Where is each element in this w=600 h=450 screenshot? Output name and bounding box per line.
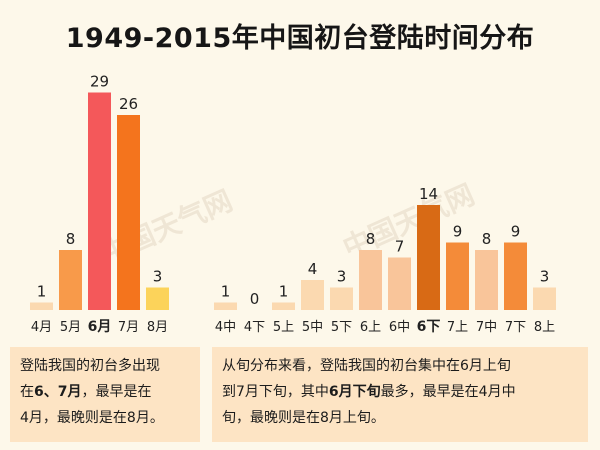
x-tick-label: 6下 — [417, 319, 441, 335]
x-tick-label: 5月 — [60, 320, 81, 335]
x-tick-label: 7中 — [476, 320, 497, 335]
monthly-summary-line2: 在6、7月，最早是在 — [20, 379, 190, 405]
bar-6中 — [388, 257, 411, 310]
x-tick-label: 5中 — [302, 320, 323, 335]
dekad-summary-line2: 到7月下旬，其中6月下旬最多，最早是在4月中 — [222, 379, 578, 405]
dekad-summary-line2-suffix: 最多，最早是在4月中 — [380, 384, 516, 400]
bar-value-label: 1 — [279, 283, 289, 301]
bar-value-label: 3 — [540, 268, 550, 286]
bar-value-label: 0 — [250, 290, 260, 308]
monthly-summary-highlight: 6、7月 — [34, 384, 82, 400]
bar-6月 — [88, 92, 111, 310]
x-tick-label: 8上 — [534, 320, 555, 335]
monthly-summary-panel: 登陆我国的初台多出现 在6、7月，最早是在 4月，最晚则是在8月。 — [10, 347, 200, 442]
monthly-summary-line3: 4月，最晚则是在8月。 — [20, 410, 164, 426]
bar-value-label: 7 — [395, 238, 405, 256]
bar-7中 — [475, 250, 498, 310]
x-tick-label: 6中 — [389, 320, 410, 335]
x-tick-label: 8月 — [147, 320, 168, 335]
dekad-summary-highlight: 6月下旬 — [328, 384, 381, 400]
monthly-summary-line2-prefix: 在 — [20, 384, 34, 400]
bar-4中 — [214, 302, 237, 310]
bar-value-label: 9 — [511, 223, 521, 241]
bar-7下 — [504, 242, 527, 310]
bar-value-label: 29 — [90, 73, 109, 91]
bar-8月 — [146, 287, 169, 310]
dekad-summary-panel: 从旬分布来看，登陆我国的初台集中在6月上旬 到7月下旬，其中6月下旬最多，最早是… — [212, 347, 588, 442]
bar-7月 — [117, 115, 140, 310]
bar-5中 — [301, 280, 324, 310]
x-tick-label: 4下 — [244, 320, 265, 335]
bar-value-label: 1 — [221, 283, 231, 301]
bar-value-label: 26 — [119, 95, 138, 113]
bar-value-label: 8 — [482, 230, 492, 248]
monthly-summary-line1: 登陆我国的初台多出现 — [20, 358, 160, 374]
dekad-summary-line2-prefix: 到7月下旬，其中 — [222, 384, 329, 400]
x-tick-label: 4月 — [31, 320, 52, 335]
bar-6下 — [417, 205, 440, 310]
x-tick-label: 6月 — [88, 319, 112, 335]
bar-8上 — [533, 287, 556, 310]
x-tick-label: 7月 — [118, 320, 139, 335]
bar-value-label: 9 — [453, 223, 463, 241]
x-tick-label: 6上 — [360, 320, 381, 335]
monthly-summary-line2-suffix: ，最早是在 — [81, 384, 152, 400]
x-tick-label: 4中 — [215, 320, 236, 335]
bar-6上 — [359, 250, 382, 310]
chart-title: 1949-2015年中国初台登陆时间分布 — [65, 23, 535, 54]
bar-value-label: 8 — [366, 230, 376, 248]
bar-value-label: 3 — [337, 268, 347, 286]
bar-5上 — [272, 302, 295, 310]
dekad-summary-line3: 旬，最晚则是在8月上旬。 — [222, 410, 385, 426]
bar-charts: 1 4月 8 5月 29 6月 26 7月 3 8月 1 4中 0 4下 1 5上 4 5中 3 5下 8 6上 7 6中 14… — [30, 73, 556, 335]
bar-7上 — [446, 242, 469, 310]
x-tick-label: 7下 — [505, 320, 526, 335]
bar-value-label: 1 — [37, 283, 47, 301]
x-tick-label: 7上 — [447, 320, 468, 335]
bar-5下 — [330, 287, 353, 310]
bar-5月 — [59, 250, 82, 310]
bar-value-label: 4 — [308, 260, 318, 278]
bar-4月 — [30, 302, 53, 310]
x-tick-label: 5下 — [331, 320, 352, 335]
bar-value-label: 3 — [153, 268, 163, 286]
bar-value-label: 14 — [419, 185, 438, 203]
dekad-summary-line1: 从旬分布来看，登陆我国的初台集中在6月上旬 — [222, 358, 511, 374]
bar-value-label: 8 — [66, 230, 76, 248]
x-tick-label: 5上 — [273, 320, 294, 335]
